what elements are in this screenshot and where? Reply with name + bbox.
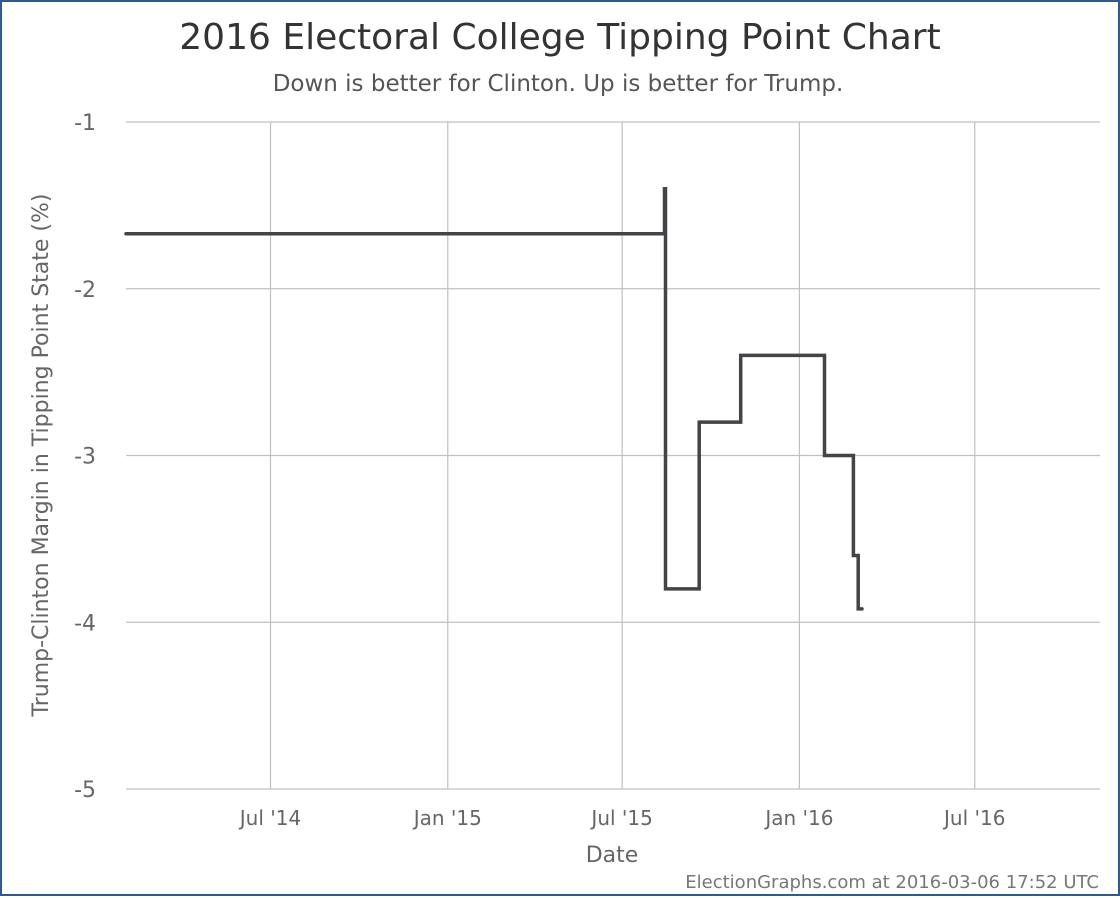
x-tick-label: Jan '15 (412, 806, 482, 830)
x-tick-label: Jul '16 (942, 806, 1005, 830)
series-layer (124, 186, 864, 611)
y-axis-label: Trump-Clinton Margin in Tipping Point St… (29, 194, 54, 718)
x-tick-label: Jan '16 (763, 806, 833, 830)
y-tick-label: -3 (74, 445, 96, 470)
y-tick-label: -5 (74, 778, 96, 803)
x-tick-label: Jul '15 (589, 806, 652, 830)
chart-subtitle: Down is better for Clinton. Up is better… (273, 71, 844, 97)
y-axis-tick-labels: -1 -2 -3 -4 -5 (74, 111, 96, 803)
x-axis-label: Date (586, 843, 639, 868)
y-tick-label: -1 (74, 111, 96, 136)
y-tick-label: -2 (74, 278, 96, 303)
series-line (124, 186, 864, 611)
x-axis-tick-labels: Jul '14 Jan '15 Jul '15 Jan '16 Jul '16 (238, 806, 1006, 830)
chart-title: 2016 Electoral College Tipping Point Cha… (179, 17, 940, 58)
x-tick-label: Jul '14 (238, 806, 301, 830)
credit-text: ElectionGraphs.com at 2016-03-06 17:52 U… (685, 872, 1099, 893)
y-tick-label: -4 (74, 611, 96, 636)
grid-lines (126, 121, 1100, 790)
